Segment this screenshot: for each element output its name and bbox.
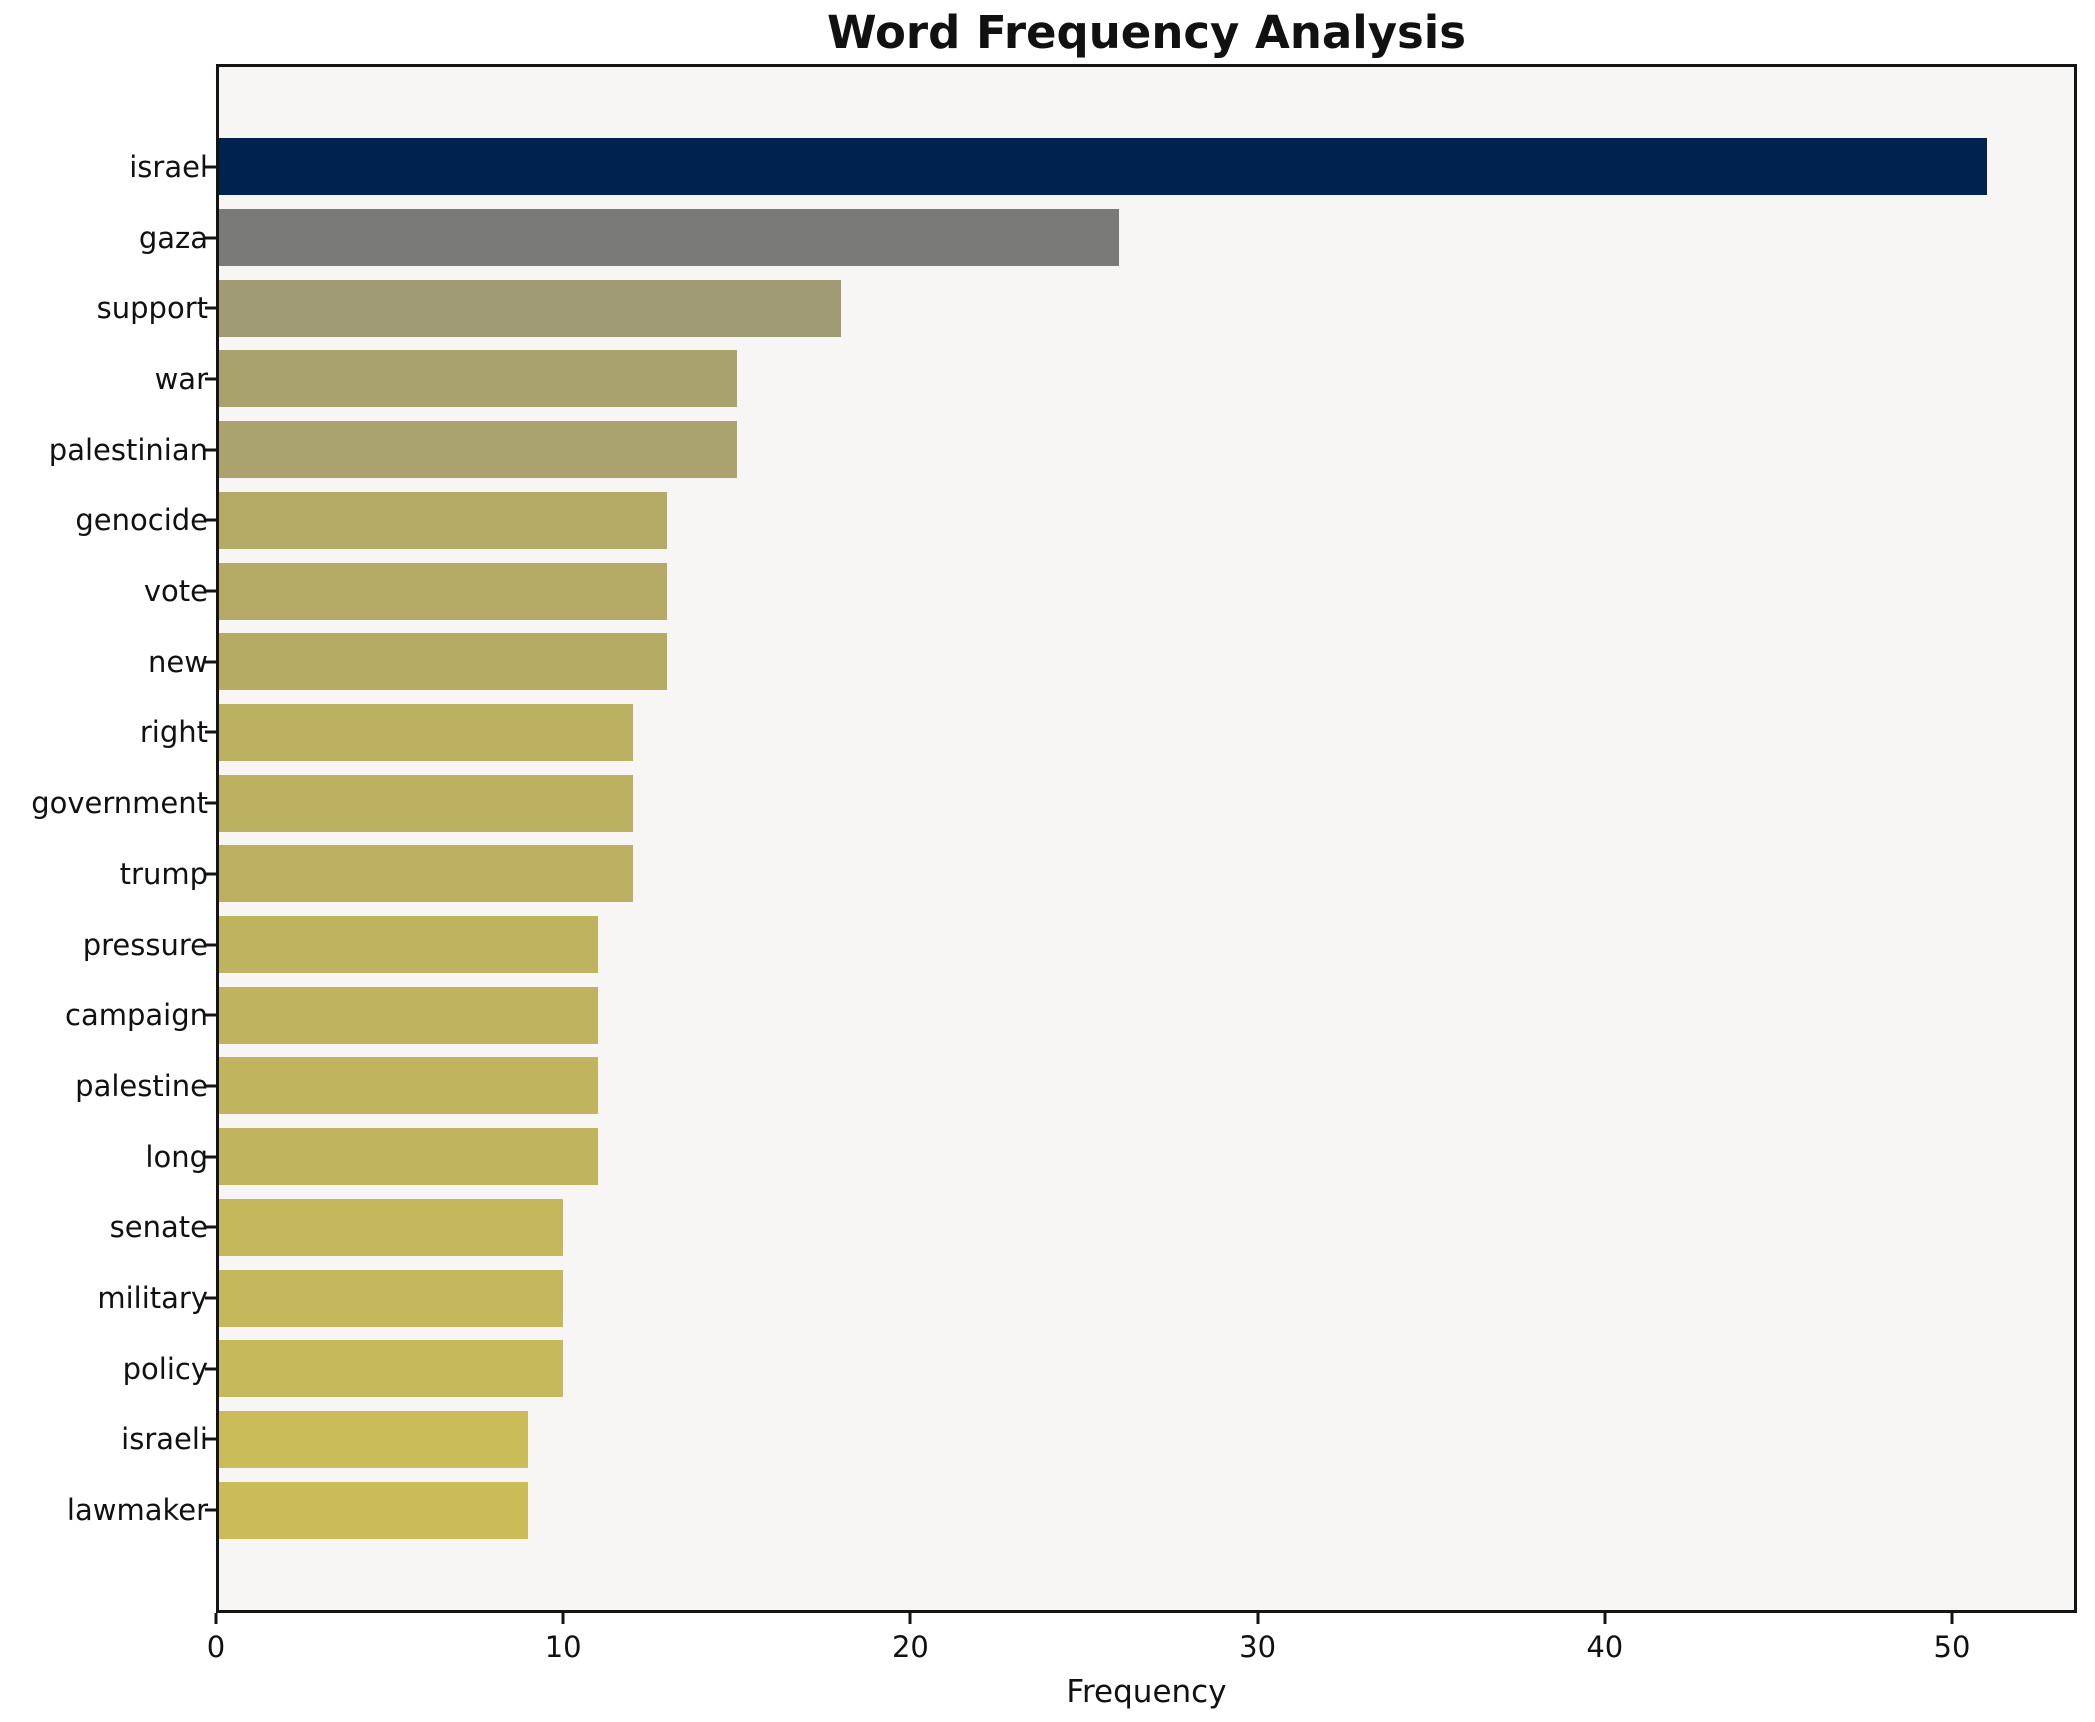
- bar-trump: [216, 845, 633, 903]
- y-label-genocide: genocide: [75, 503, 208, 538]
- x-tick-label-0: 0: [206, 1630, 226, 1664]
- x-tick-label-10: 10: [544, 1630, 582, 1664]
- bar-campaign: [216, 986, 598, 1044]
- bar-palestinian: [216, 421, 737, 479]
- bar-war: [216, 350, 737, 408]
- chart-title: Word Frequency Analysis: [826, 6, 1467, 59]
- y-label-vote: vote: [143, 574, 208, 609]
- y-tick-israeli: [205, 1437, 216, 1441]
- y-tick-military: [205, 1296, 216, 1300]
- y-tick-right: [205, 730, 216, 734]
- bar-policy: [216, 1340, 564, 1398]
- y-tick-war: [205, 377, 216, 381]
- y-label-trump: trump: [119, 856, 208, 891]
- y-tick-palestine: [205, 1084, 216, 1088]
- y-tick-new: [205, 660, 216, 664]
- plot-area: [216, 64, 2077, 1613]
- y-tick-vote: [205, 589, 216, 593]
- bar-gaza: [216, 209, 1119, 267]
- x-tick-30: [1256, 1613, 1260, 1624]
- y-tick-policy: [205, 1367, 216, 1371]
- y-tick-lawmaker: [205, 1508, 216, 1512]
- x-tick-0: [214, 1613, 218, 1624]
- y-label-gaza: gaza: [138, 220, 208, 255]
- y-label-campaign: campaign: [65, 998, 208, 1033]
- bar-new: [216, 633, 668, 691]
- y-label-senate: senate: [109, 1210, 208, 1245]
- y-label-pressure: pressure: [82, 927, 208, 962]
- x-tick-20: [908, 1613, 912, 1624]
- y-tick-campaign: [205, 1013, 216, 1017]
- bar-israeli: [216, 1410, 529, 1468]
- y-tick-genocide: [205, 518, 216, 522]
- x-tick-40: [1603, 1613, 1607, 1624]
- x-axis-title: Frequency: [1066, 1674, 1227, 1710]
- y-tick-long: [205, 1155, 216, 1159]
- y-tick-support: [205, 306, 216, 310]
- x-tick-label-40: 40: [1586, 1630, 1624, 1664]
- y-tick-israel: [205, 165, 216, 169]
- y-label-long: long: [145, 1139, 208, 1174]
- x-tick-50: [1950, 1613, 1954, 1624]
- y-label-lawmaker: lawmaker: [66, 1493, 208, 1528]
- y-label-military: military: [97, 1281, 208, 1316]
- x-tick-10: [561, 1613, 565, 1624]
- y-tick-pressure: [205, 943, 216, 947]
- y-label-israel: israel: [129, 149, 208, 184]
- y-tick-palestinian: [205, 448, 216, 452]
- bar-right: [216, 703, 633, 761]
- y-label-government: government: [31, 786, 208, 821]
- y-tick-gaza: [205, 236, 216, 240]
- bar-palestine: [216, 1057, 598, 1115]
- y-label-palestinian: palestinian: [48, 432, 208, 467]
- y-label-right: right: [139, 715, 208, 750]
- bar-military: [216, 1269, 564, 1327]
- x-tick-label-30: 30: [1239, 1630, 1277, 1664]
- y-label-new: new: [148, 644, 208, 679]
- y-tick-trump: [205, 872, 216, 876]
- bar-pressure: [216, 916, 598, 974]
- bar-support: [216, 279, 841, 337]
- x-tick-label-20: 20: [891, 1630, 929, 1664]
- bar-vote: [216, 562, 668, 620]
- y-label-israeli: israeli: [121, 1422, 208, 1457]
- bar-lawmaker: [216, 1481, 529, 1539]
- y-tick-senate: [205, 1225, 216, 1229]
- y-label-support: support: [96, 291, 208, 326]
- bar-long: [216, 1128, 598, 1186]
- bar-genocide: [216, 491, 668, 549]
- y-label-war: war: [154, 361, 208, 396]
- bar-government: [216, 774, 633, 832]
- bar-senate: [216, 1198, 564, 1256]
- y-label-policy: policy: [122, 1351, 208, 1386]
- y-tick-government: [205, 801, 216, 805]
- bar-israel: [216, 138, 1987, 196]
- x-tick-label-50: 50: [1933, 1630, 1971, 1664]
- y-label-palestine: palestine: [75, 1068, 208, 1103]
